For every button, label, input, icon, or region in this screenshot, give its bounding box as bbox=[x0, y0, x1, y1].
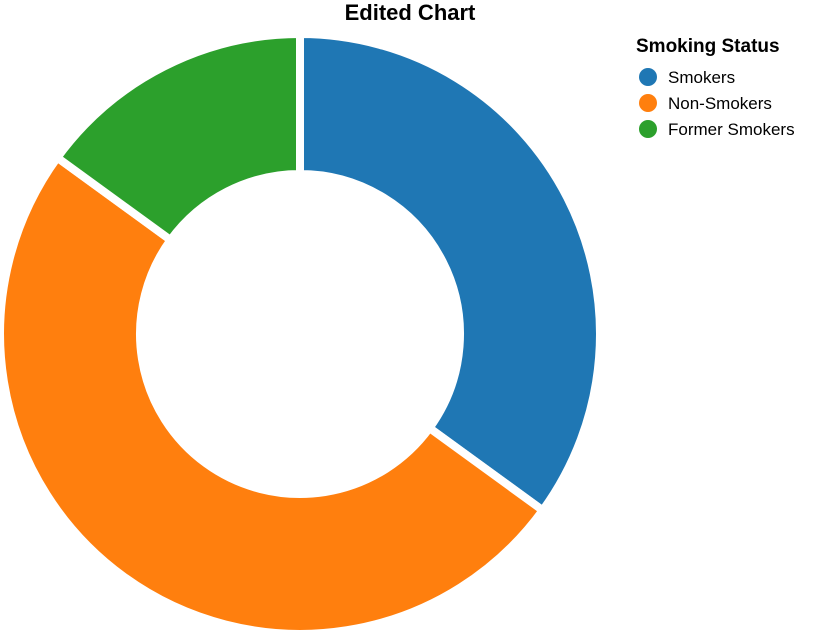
legend-label-smokers: Smokers bbox=[668, 68, 735, 87]
donut-slice-smokers bbox=[296, 30, 604, 515]
chart-title: Edited Chart bbox=[345, 0, 476, 25]
legend-swatch-former-smokers bbox=[639, 120, 657, 138]
legend-swatch-non-smokers bbox=[639, 94, 657, 112]
legend-title: Smoking Status bbox=[636, 36, 780, 57]
legend: Smoking Status Smokers Non-Smokers Former … bbox=[636, 36, 795, 139]
legend-label-non-smokers: Non-Smokers bbox=[668, 94, 772, 113]
donut-slice-former-smokers bbox=[53, 30, 304, 244]
legend-items: Smokers Non-Smokers Former Smokers bbox=[639, 68, 795, 139]
legend-label-former-smokers: Former Smokers bbox=[668, 120, 795, 139]
legend-swatch-smokers bbox=[639, 68, 657, 86]
donut-slices bbox=[0, 30, 604, 634]
